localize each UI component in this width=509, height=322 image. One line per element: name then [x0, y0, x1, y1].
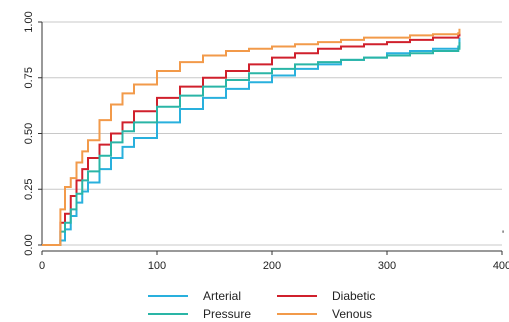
series-line-pressure — [42, 42, 461, 246]
x-tick-label: 200 — [263, 260, 281, 272]
legend-label-venous: Venous — [332, 307, 372, 321]
legend-label-diabetic: Diabetic — [332, 289, 375, 303]
legend: Arterial Diabetic Pressure Venous — [148, 289, 375, 321]
series-line-diabetic — [42, 33, 461, 246]
series-line-arterial — [42, 37, 461, 246]
y-tick-label: 0.50 — [23, 123, 35, 144]
y-tick-label: 0.25 — [23, 179, 35, 200]
legend-label-pressure: Pressure — [203, 307, 251, 321]
x-tick-label: 100 — [148, 260, 166, 272]
legend-label-arterial: Arterial — [203, 289, 241, 303]
x-tick-label: 400 — [493, 260, 509, 272]
series-line-venous — [42, 28, 461, 246]
y-tick-label: 1.00 — [23, 11, 35, 32]
x-tick-label: 0 — [39, 260, 45, 272]
y-axis: 0.00 0.25 0.50 0.75 1.00 — [23, 11, 43, 256]
x-axis: 0 100 200 300 400 ' — [39, 229, 509, 272]
x-tick-label: 300 — [378, 260, 396, 272]
y-tick-label: 0.00 — [23, 234, 35, 255]
y-tick-label: 0.75 — [23, 67, 35, 88]
series-lines — [42, 28, 461, 246]
annotation-mark: ' — [502, 229, 504, 241]
